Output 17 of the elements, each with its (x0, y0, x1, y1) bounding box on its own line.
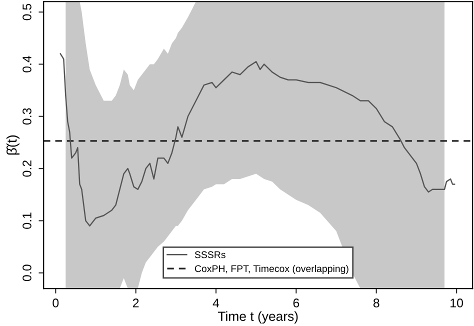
x-tick-label: 6 (293, 298, 300, 308)
y-tick-label: 0.4 (22, 56, 32, 72)
x-tick-label: 2 (132, 298, 139, 308)
legend-label: SSSRs (194, 251, 226, 258)
y-tick-label: 0.1 (22, 212, 32, 229)
line-series (60, 53, 456, 227)
x-tick-label: 0 (52, 298, 59, 308)
x-axis-title: Time t (years) (218, 311, 298, 324)
y-tick-label: 0.2 (22, 160, 32, 177)
y-tick-label: 0.5 (22, 4, 32, 20)
y-tick-label: 0.0 (22, 264, 32, 282)
y-axis-title: β̂(t) (6, 135, 20, 155)
y-tick-label: 0.3 (22, 108, 32, 125)
x-tick-label: 8 (373, 298, 380, 308)
x-tick-label: 4 (212, 298, 220, 308)
x-tick-label: 10 (450, 298, 464, 308)
legend-label: CoxPH, FPT, Timecox (overlapping) (194, 264, 348, 274)
